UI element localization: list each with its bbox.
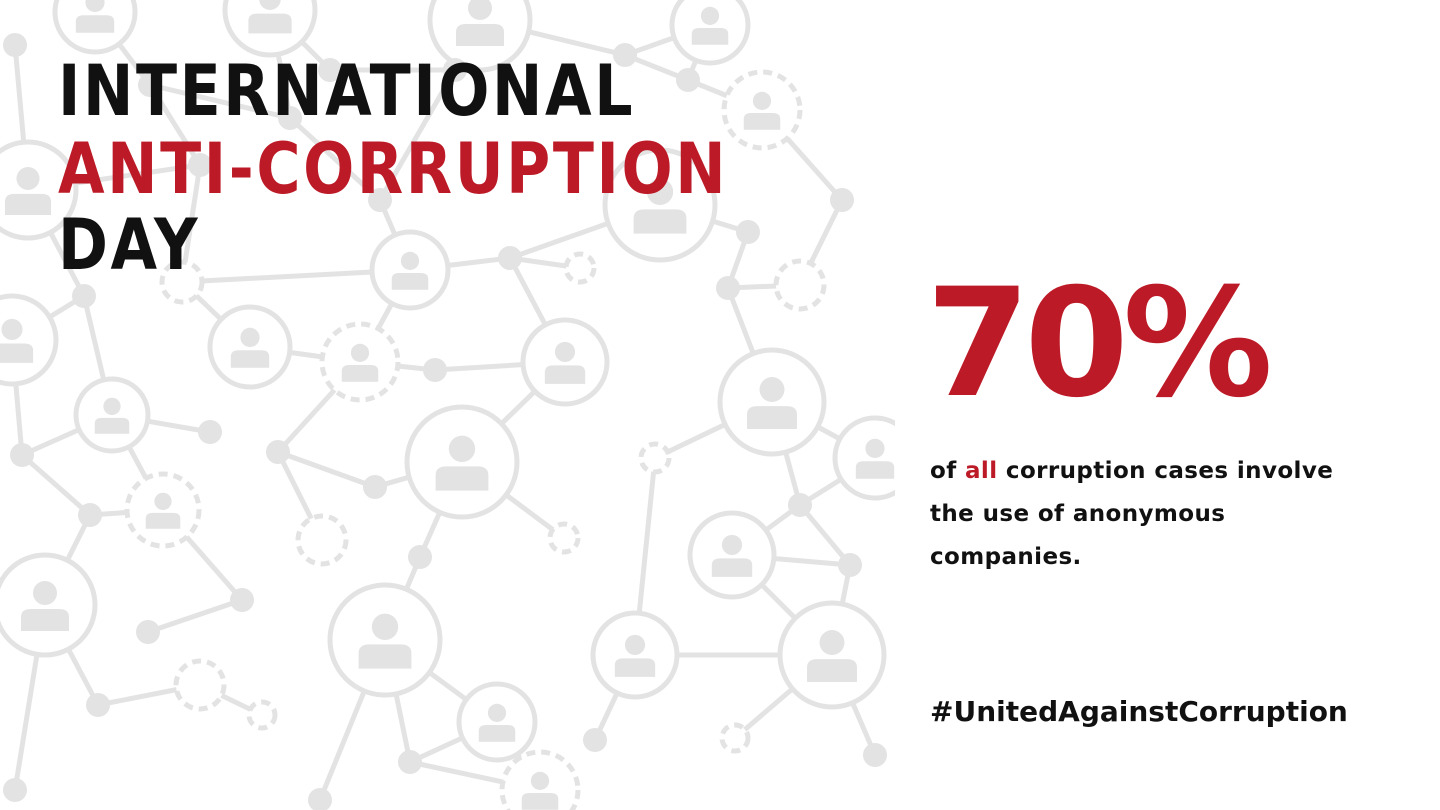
network-dot [78,503,102,527]
desc-line1-rest: corruption cases involve [997,458,1334,484]
person-node-dashed-icon [547,521,581,555]
network-dot [443,58,467,82]
person-node-icon [456,681,538,763]
person-node-icon [52,0,138,55]
network-dot [863,743,887,767]
person-node-icon [0,293,59,387]
title-line-anti-corruption: ANTI-CORRUPTION [58,128,729,210]
network-dot [838,553,862,577]
person-node-dashed-icon [246,699,278,731]
person-node-dashed-icon [721,69,803,151]
person-node-icon [777,600,887,710]
person-node-dashed-icon [159,259,205,305]
network-link [377,67,458,203]
network-dot [318,58,342,82]
network-dot [266,440,290,464]
desc-prefix: of [930,458,966,484]
person-node-icon [404,404,520,520]
person-node-icon [520,317,610,407]
person-node-icon [207,304,293,390]
network-link [275,449,378,490]
person-node-icon [427,0,533,73]
person-node-dashed-icon [499,749,581,810]
title-line-international: INTERNATIONAL [58,50,636,132]
person-node-icon [717,347,827,457]
person-node-dashed-icon [563,251,597,285]
person-node-icon [602,147,718,263]
network-dot [613,43,637,67]
person-node-icon [327,582,443,698]
network-link [147,82,293,121]
network-link [287,115,383,203]
network-dot [583,728,607,752]
network-link [19,452,93,518]
person-node-dashed-icon [638,441,672,475]
network-dot [308,788,332,810]
network-dot [10,443,34,467]
network-dot [363,475,387,499]
network-dot [408,545,432,569]
network-dot [188,153,212,177]
network-dot [423,358,447,382]
title-line-day: DAY [58,204,201,286]
hashtag: #UnitedAgainstCorruption [930,695,1348,728]
network-dot [198,420,222,444]
network-dot [230,588,254,612]
person-node-dashed-icon [173,658,227,712]
network-dot [788,493,812,517]
stat-description: of all corruption cases involve the use … [930,450,1370,579]
network-link [147,82,203,168]
person-node-dashed-icon [773,258,827,312]
network-dot [498,246,522,270]
network-link [145,597,245,635]
person-node-icon [73,376,151,454]
person-node-icon [832,415,895,501]
network-background [0,0,895,810]
network-dot [3,778,27,802]
network-link [797,502,853,568]
network-dot [136,620,160,644]
stat-value: 70% [926,257,1273,431]
person-node-icon [687,510,777,600]
person-node-icon [369,229,451,311]
network-dot [368,188,392,212]
network-dot [278,106,302,130]
network-dot [3,33,27,57]
desc-line2: the use of anonymous [930,501,1226,527]
network-dot [716,276,740,300]
desc-line3: companies. [930,544,1082,570]
person-node-dashed-icon [295,513,349,567]
desc-highlight: all [965,458,998,484]
person-node-icon [222,0,318,58]
person-node-dashed-icon [319,321,401,403]
person-node-icon [0,139,79,241]
network-dot [86,693,110,717]
network-dot [676,68,700,92]
person-node-dashed-icon [124,471,202,549]
person-node-dashed-icon [719,722,751,754]
network-dot [736,220,760,244]
network-dot [72,284,96,308]
network-dot [830,188,854,212]
network-dot [398,750,422,774]
person-node-icon [669,0,751,66]
network-dot [138,73,162,97]
person-node-icon [0,552,98,658]
person-node-icon [590,610,680,700]
